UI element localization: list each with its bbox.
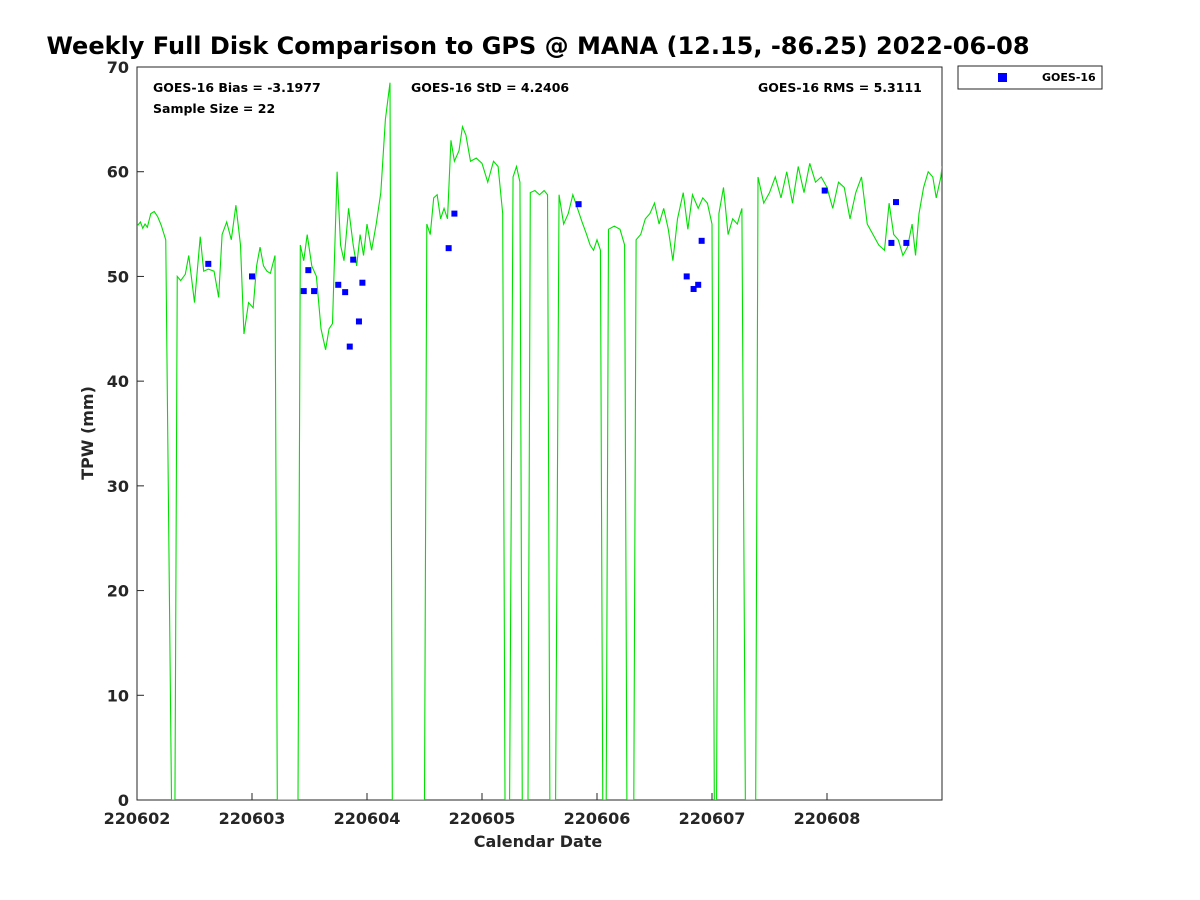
x-tick-label: 220608 (794, 809, 861, 828)
y-tick-label: 0 (118, 791, 129, 810)
y-tick-label: 20 (107, 582, 129, 601)
legend-label-goes16: GOES-16 (1042, 71, 1096, 84)
x-axis-label: Calendar Date (474, 832, 603, 851)
y-tick-label: 70 (107, 58, 129, 77)
x-axis: 220602 220603 220604 220605 220606 220607 2206… (104, 793, 861, 828)
y-axis: 0 10 20 30 40 50 60 70 (107, 58, 144, 810)
data-point-goes16 (205, 260, 212, 267)
y-tick-label: 30 (107, 477, 129, 496)
data-point-goes16 (355, 318, 362, 325)
data-point-goes16 (893, 199, 899, 206)
y-tick-label: 10 (107, 686, 129, 705)
data-point-goes16 (695, 281, 702, 288)
data-point-goes16 (683, 273, 690, 280)
series-line-layer (137, 82, 942, 800)
data-point-goes16 (311, 288, 318, 295)
x-tick-label: 220606 (564, 809, 631, 828)
data-point-goes16 (300, 288, 307, 295)
y-axis-label: TPW (mm) (78, 386, 97, 480)
x-tick-label: 220607 (679, 809, 746, 828)
x-tick-label: 220602 (104, 809, 171, 828)
rms-annotation: GOES-16 RMS = 5.3111 (758, 80, 922, 95)
y-tick-label: 60 (107, 163, 129, 182)
legend: GOES-16 (957, 65, 1103, 90)
data-point-goes16 (888, 239, 895, 246)
legend-swatch-goes16 (998, 73, 1007, 82)
data-point-goes16 (690, 285, 697, 292)
sample-size-annotation: Sample Size = 22 (153, 101, 275, 116)
plot-area (136, 66, 943, 801)
data-point-goes16 (346, 343, 353, 350)
bias-annotation: GOES-16 Bias = -3.1977 (153, 80, 321, 95)
data-point-goes16 (575, 201, 582, 208)
x-tick-label: 220605 (449, 809, 516, 828)
data-point-goes16 (249, 273, 255, 280)
data-point-goes16 (821, 187, 828, 194)
data-point-goes16 (451, 210, 458, 217)
data-point-goes16 (350, 256, 357, 263)
series-line-gps (137, 82, 942, 800)
x-tick-label: 220604 (334, 809, 401, 828)
data-point-goes16 (359, 279, 366, 286)
data-point-goes16 (445, 245, 452, 252)
chart-title: Weekly Full Disk Comparison to GPS @ MAN… (46, 32, 1029, 60)
data-point-goes16 (698, 237, 705, 244)
y-tick-label: 40 (107, 372, 129, 391)
data-point-goes16 (342, 289, 349, 296)
data-point-goes16 (305, 267, 312, 274)
data-point-goes16 (903, 239, 910, 246)
data-point-goes16 (335, 281, 342, 288)
y-tick-label: 50 (107, 267, 129, 286)
series-points-layer (205, 187, 910, 350)
std-annotation: GOES-16 StD = 4.2406 (411, 80, 569, 95)
legend-box (957, 65, 1103, 90)
x-tick-label: 220603 (219, 809, 286, 828)
